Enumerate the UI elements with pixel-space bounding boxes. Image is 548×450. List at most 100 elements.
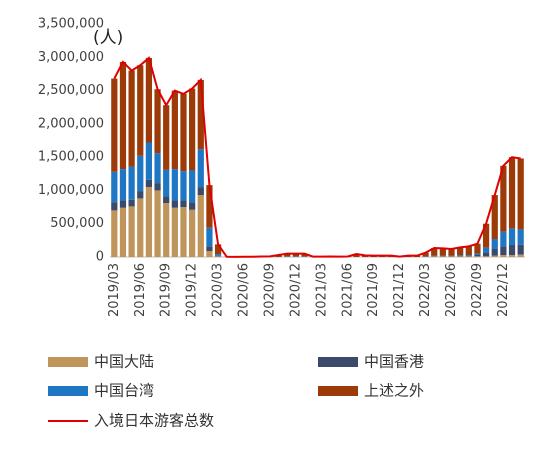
bar [465,255,472,257]
bar [491,195,498,240]
y-tick-label: 3,000,000 [38,50,104,65]
bar [128,206,135,257]
bar [206,251,213,257]
bar [431,248,438,256]
legend-label: 入境日本游客总数 [94,412,214,430]
bar [171,90,178,170]
bar [517,254,524,257]
bar [508,228,516,246]
bar [180,200,187,208]
bar [508,255,516,257]
bar [189,170,196,203]
y-tick-label: 1,500,000 [38,150,104,165]
y-tick-label: 3,500,000 [38,17,104,32]
y-tick-label: 0 [96,250,104,265]
legend-label: 中国台湾 [94,382,154,400]
x-tick-label: 2021/09 [366,263,381,317]
bar [163,169,170,197]
bar [422,252,429,257]
bar [517,158,524,230]
bar [137,155,144,192]
bar [145,142,153,180]
x-tick-label: 2021/12 [392,263,407,317]
bar [482,223,490,248]
bar [474,256,481,257]
bar [465,255,472,256]
x-tick-label: 2020/03 [211,263,226,317]
bar [197,149,204,188]
bar [154,89,161,154]
bar [197,195,204,257]
bar [206,227,213,247]
bar [508,245,516,256]
bar [482,256,490,257]
bar [457,255,464,256]
bar [500,246,507,256]
x-tick-label: 2020/06 [237,263,252,317]
bar [491,255,498,257]
bar [180,171,187,201]
bar [214,244,222,255]
bar [189,202,196,210]
bar [145,187,153,257]
bar [448,256,455,257]
bar [465,246,472,256]
bar [206,185,213,228]
legend-label: 上述之外 [364,382,424,400]
y-tick-label: 2,000,000 [38,116,104,131]
y-axis-label: (人) [93,28,123,48]
bar [491,239,498,250]
legend-swatch [318,357,358,367]
bar [500,165,507,232]
legend-swatch [48,386,88,396]
x-tick-label: 2021/03 [314,263,329,317]
bar [439,256,446,257]
bar [517,244,524,255]
bar [292,253,299,257]
bar [145,179,153,188]
bar [457,255,464,257]
bar [119,169,127,201]
bar [189,209,196,257]
bar [171,207,178,257]
bar [197,79,204,150]
bar [214,255,222,257]
bar [137,198,144,257]
bar [119,200,127,208]
x-tick-label: 2020/09 [262,263,277,317]
legend-swatch [318,386,358,396]
bar [154,190,161,257]
bar [128,70,135,167]
bar [491,249,498,256]
x-tick-label: 2022/09 [470,263,485,317]
bar [137,191,144,199]
bar [197,187,204,196]
x-tick-label: 2019/12 [185,263,200,317]
bar [482,247,490,253]
bar [119,61,127,170]
line [113,56,521,258]
bar [128,199,135,207]
bar [508,157,516,229]
bar [163,105,170,170]
x-tick-label: 2022/03 [418,263,433,317]
bar [163,203,170,257]
bar [180,93,187,172]
bar [154,183,161,191]
bar [517,229,524,245]
bar [474,255,481,257]
bar [431,256,438,257]
legend-swatch [48,357,88,367]
bar [154,153,161,184]
bar [111,171,118,203]
bar [189,88,196,171]
bar [301,253,308,257]
bar [500,231,507,247]
x-tick-label: 2019/06 [133,263,148,317]
bar [448,249,455,256]
bar [145,57,153,143]
bar [171,200,178,208]
bar [128,166,135,200]
bar [482,252,490,257]
